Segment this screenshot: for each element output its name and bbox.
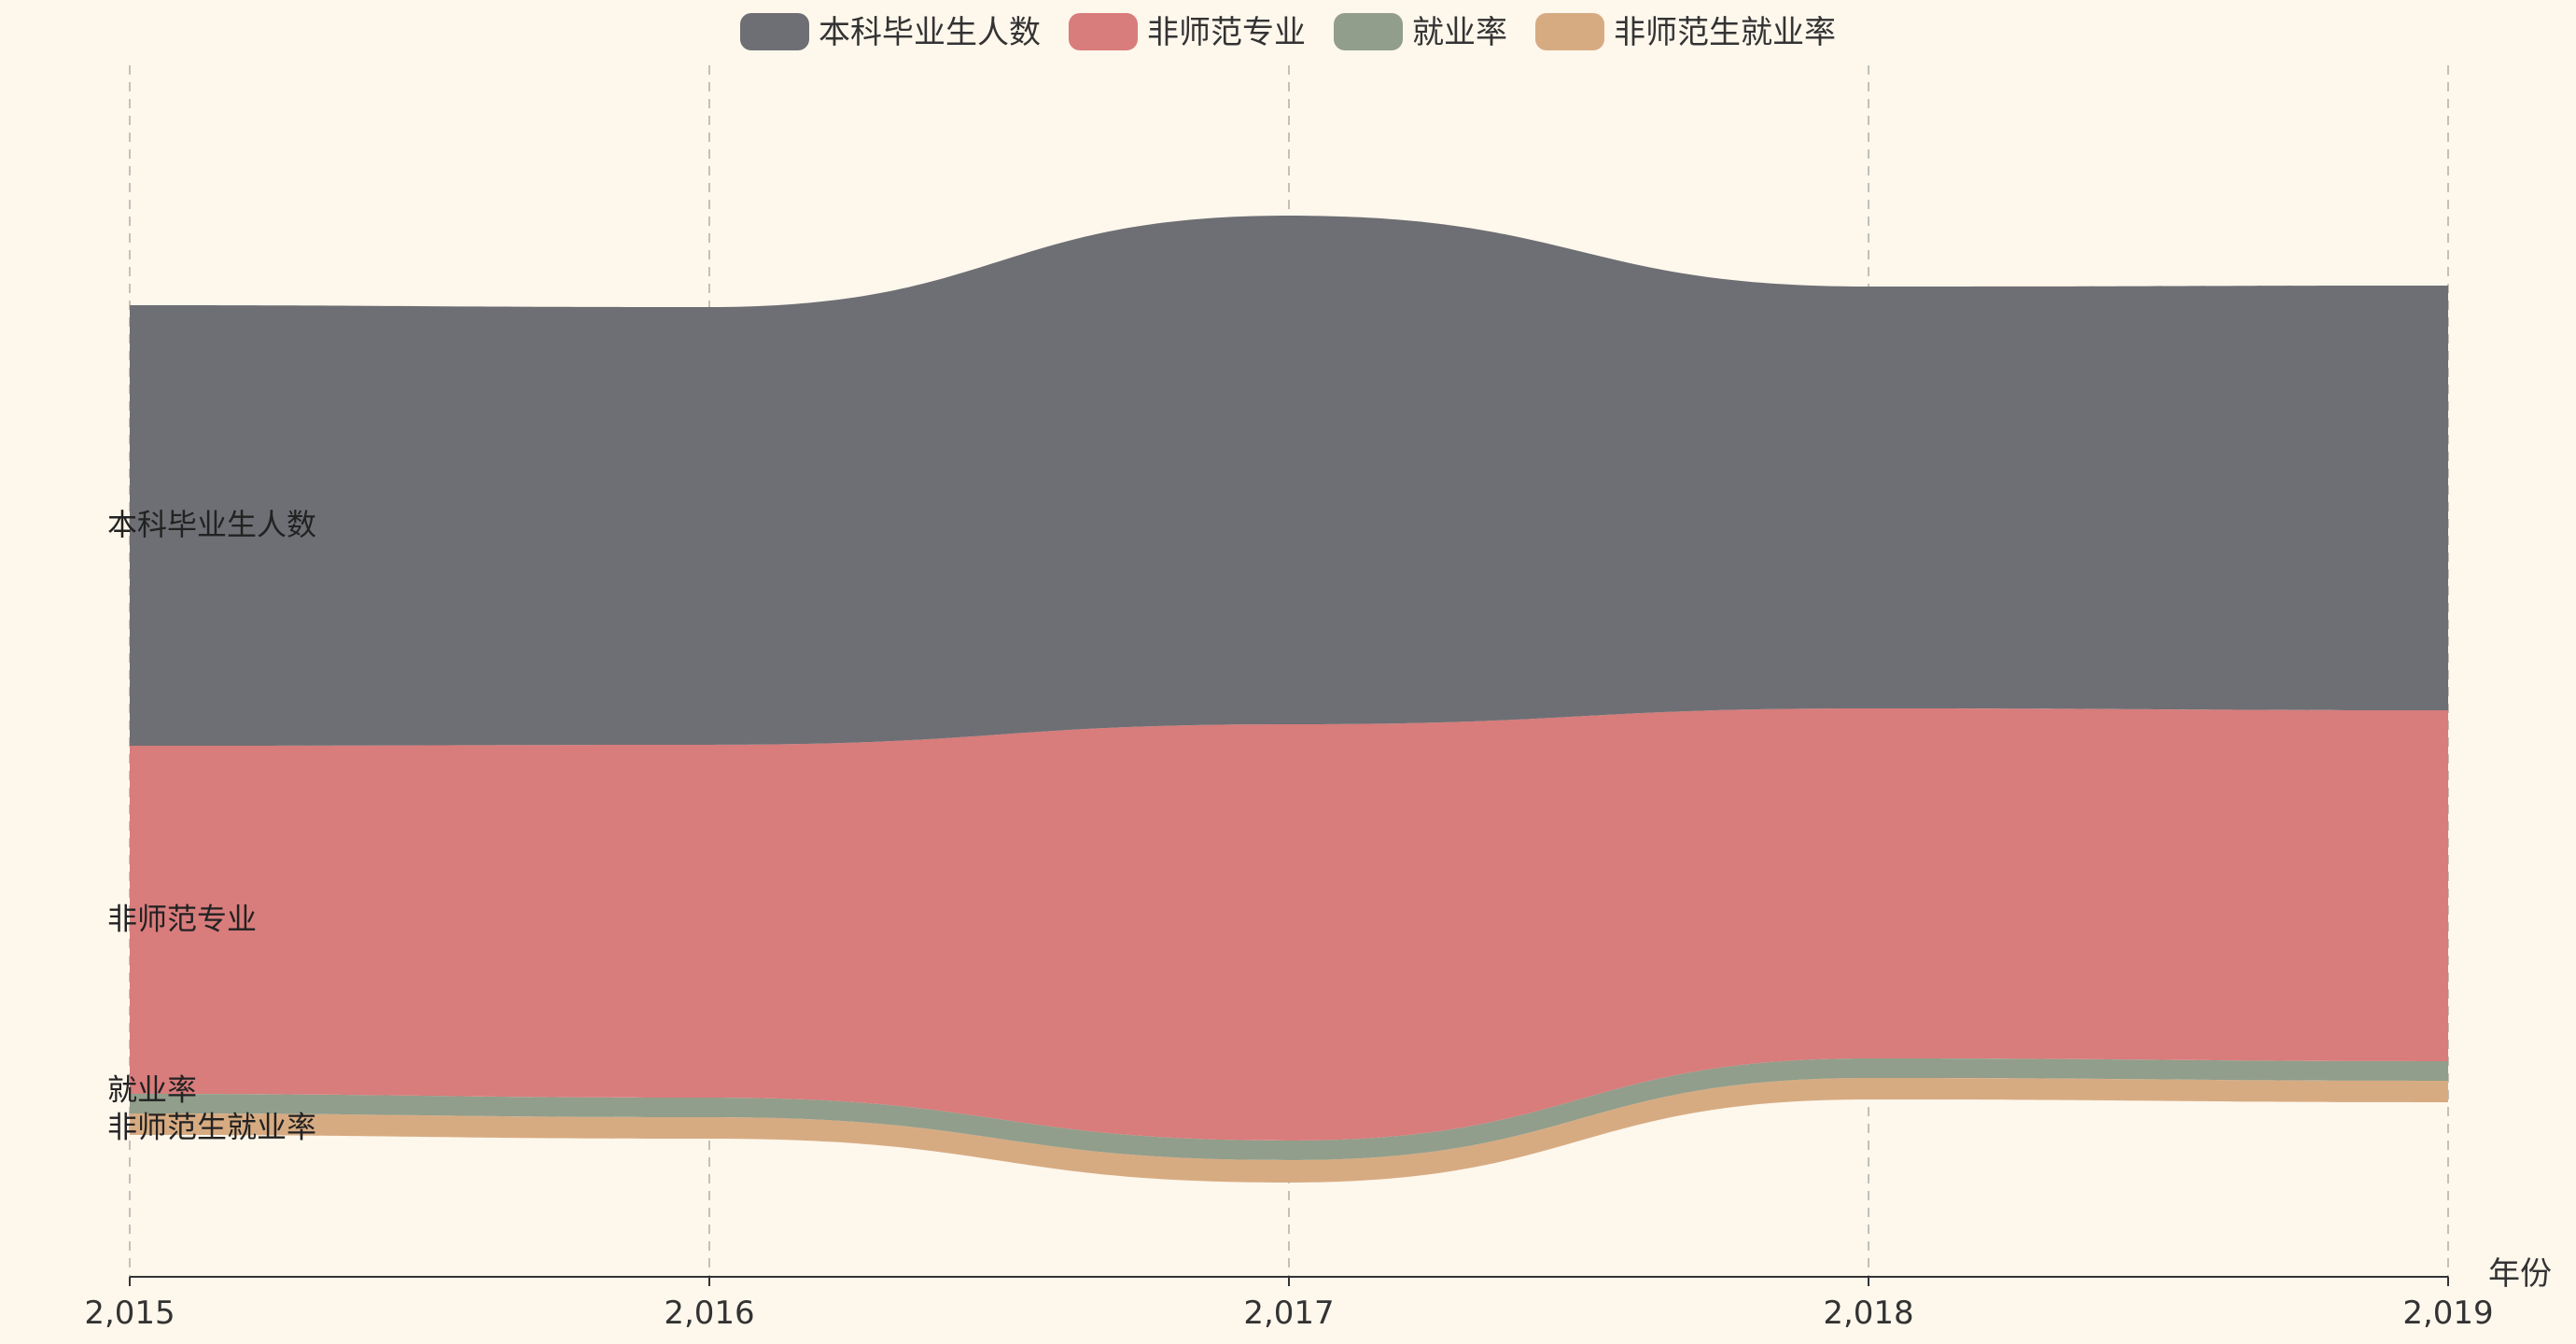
x-axis: 2,015 2,016 2,017 2,018 2,019 年份: [84, 1255, 2552, 1332]
legend-item-1[interactable]: 非师范专业: [1069, 13, 1306, 51]
stream-label-3: 非师范生就业率: [107, 1110, 316, 1145]
x-tick-label: 2,018: [1823, 1295, 1913, 1332]
stream-label-2: 就业率: [107, 1072, 197, 1108]
legend-label: 非师范专业: [1147, 14, 1306, 51]
stream-label-0: 本科毕业生人数: [107, 507, 316, 542]
stream-band-0: [130, 216, 2448, 746]
legend-label: 非师范生就业率: [1614, 14, 1836, 51]
legend-swatch: [740, 13, 809, 50]
x-ticks: 2,015 2,016 2,017 2,018 2,019: [84, 1277, 2493, 1332]
legend-item-2[interactable]: 就业率: [1334, 13, 1507, 51]
stream-label-1: 非师范专业: [107, 902, 257, 937]
x-tick-label: 2,019: [2402, 1295, 2493, 1332]
x-tick-label: 2,017: [1243, 1295, 1334, 1332]
legend-item-0[interactable]: 本科毕业生人数: [740, 13, 1041, 51]
legend-item-3[interactable]: 非师范生就业率: [1535, 13, 1836, 51]
x-tick-label: 2,016: [664, 1295, 754, 1332]
legend-swatch: [1334, 13, 1403, 50]
legend-label: 就业率: [1412, 14, 1507, 51]
legend: 本科毕业生人数 非师范专业 就业率 非师范生就业率: [740, 13, 1836, 51]
stream-layers: [130, 216, 2448, 1183]
legend-swatch: [1069, 13, 1138, 50]
legend-label: 本科毕业生人数: [819, 14, 1041, 51]
x-axis-name: 年份: [2488, 1255, 2552, 1293]
legend-swatch: [1535, 13, 1604, 50]
x-tick-label: 2,015: [84, 1295, 175, 1332]
